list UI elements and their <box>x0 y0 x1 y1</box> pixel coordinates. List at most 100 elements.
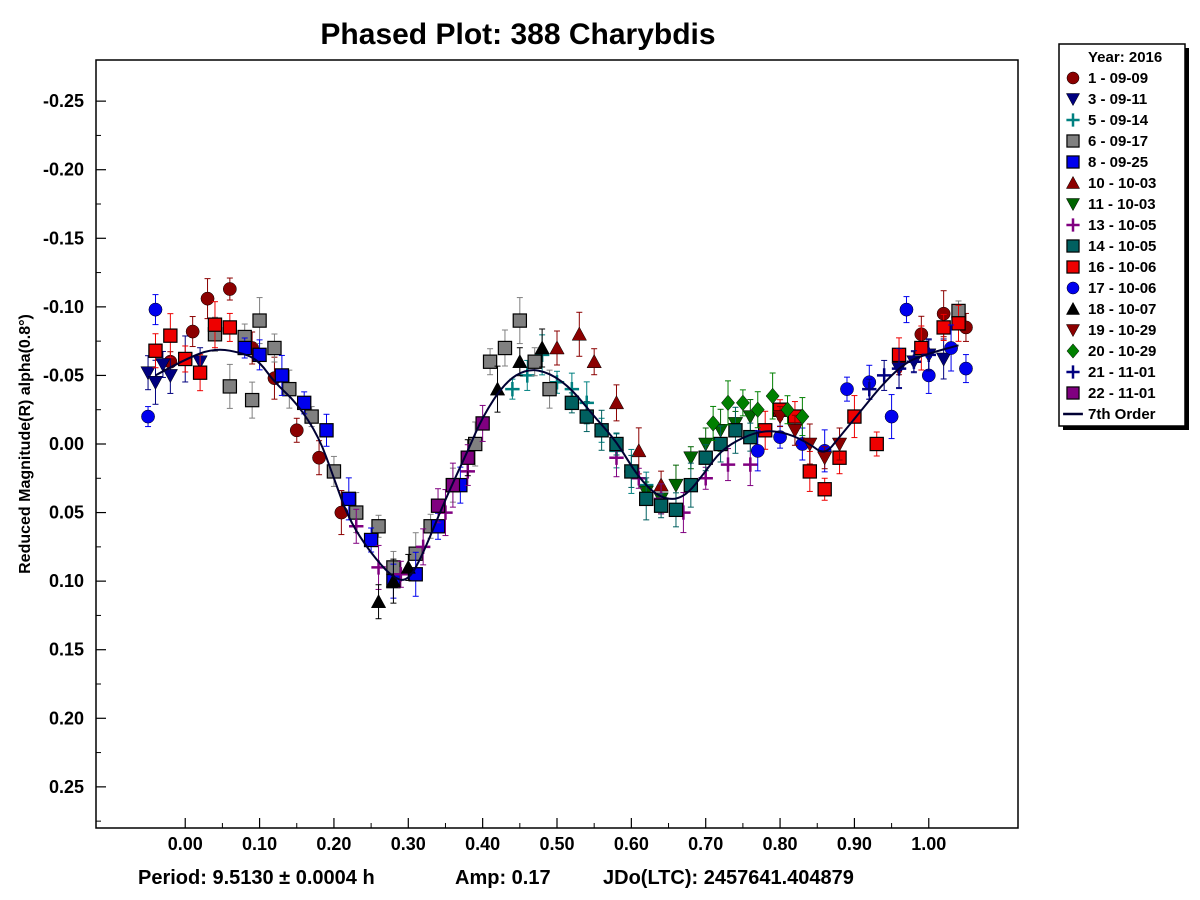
data-point <box>802 464 818 479</box>
chart-title: Phased Plot: 388 Charybdis <box>320 18 715 51</box>
y-tick-label: -0.20 <box>43 160 84 180</box>
legend-label: 17 - 10-06 <box>1088 280 1156 297</box>
data-point <box>743 457 758 472</box>
legend-label: 1 - 09-09 <box>1088 70 1148 87</box>
y-tick-label: -0.15 <box>43 228 84 248</box>
legend-item-fit: 7th Order <box>1063 406 1156 423</box>
data-point <box>244 392 260 408</box>
legend-item: 11 - 10-03 <box>1065 196 1156 213</box>
data-point <box>527 354 542 369</box>
data-point <box>371 519 386 534</box>
y-tick-label: 0.00 <box>49 434 84 454</box>
data-point <box>869 436 884 452</box>
data-point <box>505 381 520 397</box>
y-axis-ticks: -0.25 -0.20 -0.15 -0.10 -0.05 0.00 0.05 0.10 0.1… <box>43 91 106 822</box>
y-tick-label: -0.05 <box>43 365 84 385</box>
footer-jdo: JDo(LTC): 2457641.404879 <box>603 867 854 889</box>
legend-label: 19 - 10-29 <box>1088 322 1156 339</box>
y-tick-label: 0.25 <box>49 777 84 797</box>
legend-label: 16 - 10-06 <box>1088 259 1156 276</box>
data-point <box>721 394 735 412</box>
data-point <box>549 340 565 355</box>
x-tick-label: 0.00 <box>168 834 203 854</box>
data-point <box>482 354 498 369</box>
legend-item: 6 - 09-17 <box>1066 133 1148 150</box>
legend-marker <box>1066 113 1080 127</box>
data-point <box>698 450 713 465</box>
legend: Year: 2016 1 - 09-09 3 - 09-11 5 - 09-14 6 … <box>1058 43 1189 430</box>
x-tick-label: 0.90 <box>837 834 872 854</box>
y-tick-label: 0.05 <box>49 503 84 523</box>
x-tick-label: 0.10 <box>242 834 277 854</box>
legend-marker <box>1066 71 1080 85</box>
data-point <box>862 381 877 397</box>
data-point <box>207 317 223 332</box>
legend-item: 18 - 10-07 <box>1065 301 1156 318</box>
data-point <box>148 343 163 358</box>
data-point <box>274 368 290 383</box>
legend-item: 10 - 10-03 <box>1065 175 1156 192</box>
y-tick-label: 0.15 <box>49 640 84 660</box>
legend-item: 13 - 10-05 <box>1066 217 1156 234</box>
data-point <box>385 573 402 588</box>
y-tick-label: -0.25 <box>43 91 84 111</box>
data-point <box>683 451 699 466</box>
legend-marker <box>1065 93 1081 107</box>
data-point <box>720 457 736 472</box>
data-point <box>884 409 899 424</box>
legend-item: 17 - 10-06 <box>1066 280 1156 297</box>
data-point <box>312 450 326 465</box>
data-point <box>936 320 951 335</box>
legend-label: 7th Order <box>1088 406 1156 423</box>
data-point <box>653 498 669 513</box>
data-point <box>148 302 163 317</box>
legend-marker <box>1066 365 1080 379</box>
data-point <box>951 316 966 331</box>
plot-frame <box>95 59 1019 829</box>
legend-item: 5 - 09-14 <box>1066 112 1149 129</box>
data-point <box>200 291 215 306</box>
data-point <box>400 559 416 574</box>
data-point <box>772 410 788 425</box>
legend-item: 14 - 10-05 <box>1066 238 1156 255</box>
legend-item: 8 - 09-25 <box>1066 154 1148 171</box>
legend-label: 21 - 11-01 <box>1088 364 1156 381</box>
data-point <box>564 395 580 411</box>
legend-item: 16 - 10-06 <box>1066 259 1156 276</box>
x-tick-label: 0.20 <box>316 834 351 854</box>
legend-marker <box>1066 218 1080 232</box>
data-point <box>252 347 267 363</box>
legend-item: 22 - 11-01 <box>1066 385 1156 402</box>
data-point <box>586 353 602 368</box>
legend-title: Year: 2016 <box>1088 49 1162 66</box>
data-point <box>141 409 155 424</box>
data-point <box>780 401 795 418</box>
data-point <box>222 320 238 335</box>
data-point <box>840 382 854 396</box>
x-tick-label: 0.40 <box>465 834 500 854</box>
data-point <box>512 313 528 328</box>
data-point <box>289 423 304 438</box>
data-point <box>319 423 334 438</box>
data-point <box>185 324 200 339</box>
data-point <box>735 394 750 412</box>
y-tick-label: -0.10 <box>43 297 84 317</box>
legend-label: 18 - 10-07 <box>1088 301 1156 318</box>
data-point <box>304 409 319 424</box>
legend-marker <box>1065 198 1081 212</box>
data-point <box>162 369 178 384</box>
data-point <box>140 366 156 381</box>
data-point <box>163 328 178 343</box>
data-point <box>512 353 528 368</box>
x-tick-label: 1.00 <box>911 834 946 854</box>
data-point <box>222 379 238 394</box>
fit-line-7th-order <box>155 344 959 581</box>
legend-marker <box>1065 301 1081 315</box>
legend-label: 10 - 10-03 <box>1088 175 1156 192</box>
x-tick-label: 0.50 <box>539 834 574 854</box>
data-point <box>876 368 892 383</box>
legend-label: 13 - 10-05 <box>1088 217 1156 234</box>
data-point <box>267 340 282 356</box>
legend-label: 3 - 09-11 <box>1088 91 1147 108</box>
